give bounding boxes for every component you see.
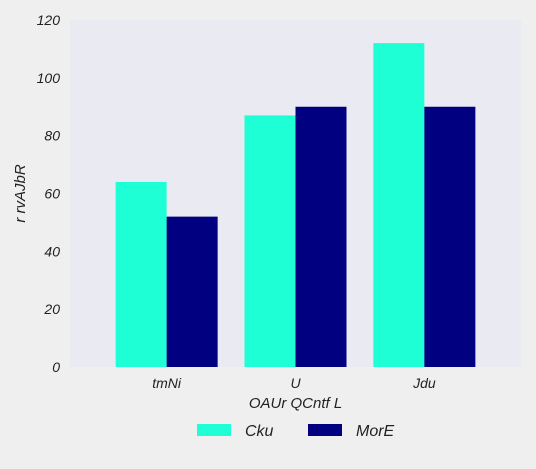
y-tick-label: 60	[44, 186, 60, 202]
x-axis-label: OAUr QCntf L	[249, 395, 342, 412]
x-tick-label: Jdu	[412, 375, 436, 391]
legend-label-Cku: Cku	[245, 423, 274, 440]
y-axis-ticks: 0 20 40 60 80 100 120	[37, 12, 61, 375]
y-tick-label: 80	[44, 128, 60, 144]
x-axis-ticks: tmNi U Jdu	[152, 375, 436, 391]
y-axis-label: r rvAJbR	[12, 164, 29, 223]
legend-swatch-MorE	[308, 424, 342, 436]
y-tick-label: 0	[52, 359, 60, 375]
legend: Cku MorE	[197, 423, 395, 440]
bar-MorE-U	[295, 106, 347, 367]
x-tick-label: tmNi	[152, 375, 182, 391]
legend-swatch-Cku	[197, 424, 231, 436]
bars-group	[115, 43, 476, 368]
bar-MorE-Jdu	[424, 106, 476, 367]
y-tick-label: 100	[37, 70, 61, 86]
y-tick-label: 120	[37, 12, 61, 28]
x-tick-label: U	[290, 375, 301, 391]
y-tick-label: 40	[44, 243, 60, 259]
bar-Cku-tmNi	[115, 181, 167, 367]
bar-Cku-U	[244, 115, 296, 367]
y-tick-label: 20	[43, 301, 60, 317]
legend-label-MorE: MorE	[356, 423, 395, 440]
bar-MorE-tmNi	[166, 216, 218, 367]
bar-Cku-Jdu	[373, 43, 425, 368]
